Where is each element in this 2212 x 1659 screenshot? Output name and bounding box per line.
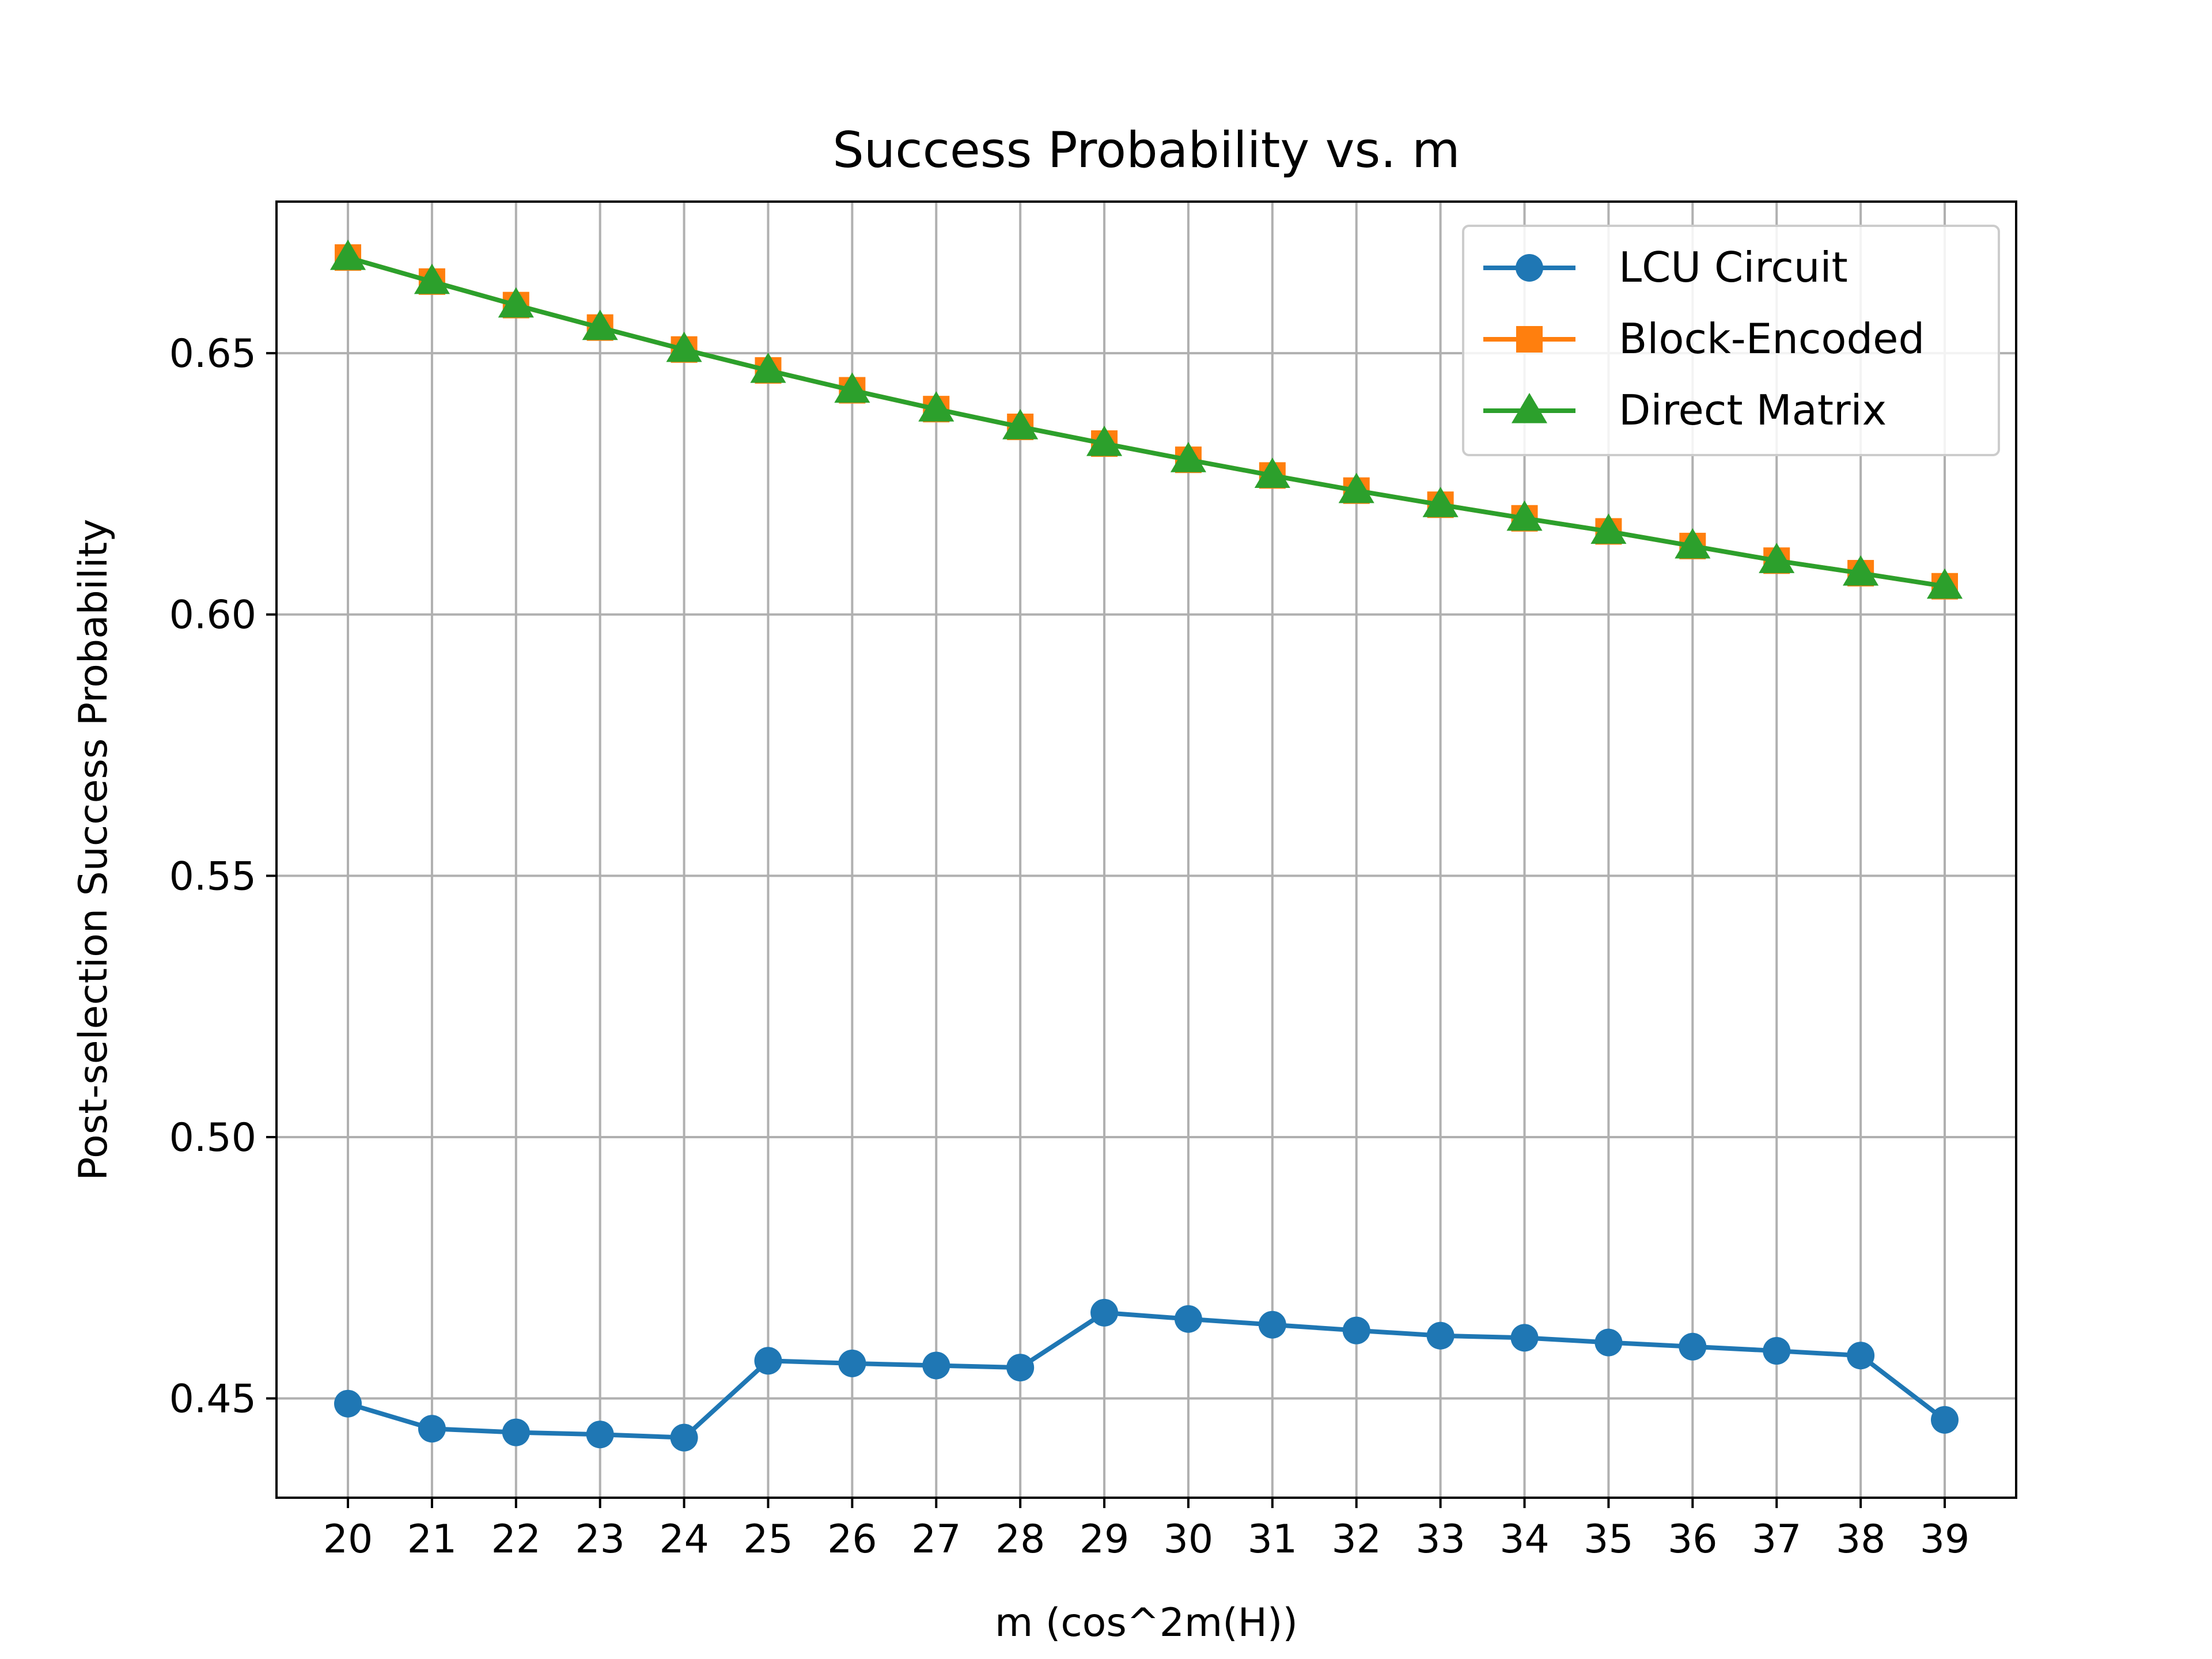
legend-label: Block-Encoded	[1619, 315, 1925, 363]
data-point	[922, 1351, 950, 1380]
data-point	[502, 1418, 530, 1446]
x-tick-label: 37	[1752, 1517, 1802, 1562]
legend: LCU Circuit Block-Encoded Direct Matrix	[1462, 225, 2000, 456]
data-point	[1679, 1332, 1707, 1361]
x-tick-label: 29	[1080, 1517, 1130, 1562]
series-layer	[329, 240, 1963, 1452]
data-point	[329, 240, 366, 270]
data-point	[1170, 442, 1206, 472]
data-point	[754, 1347, 782, 1375]
data-point	[838, 1349, 866, 1377]
data-point	[1090, 1298, 1119, 1327]
x-tick-label: 20	[323, 1517, 373, 1562]
x-tick-label: 24	[659, 1517, 709, 1562]
data-point	[334, 1389, 362, 1418]
plot-frame	[275, 200, 2017, 1499]
x-tick-label: 39	[1920, 1517, 1970, 1562]
y-tick-label: 0.55	[169, 854, 256, 899]
data-point	[1675, 528, 1711, 559]
data-point	[582, 309, 618, 340]
legend-item: Block-Encoded	[1483, 315, 1925, 363]
x-tick-label: 38	[1836, 1517, 1886, 1562]
legend-item: Direct Matrix	[1483, 386, 1887, 434]
y-tick-label: 0.65	[169, 331, 256, 377]
data-point	[1590, 513, 1627, 544]
legend-box	[1462, 225, 2000, 456]
data-point	[418, 1415, 446, 1443]
x-tick-label: 27	[911, 1517, 961, 1562]
data-point	[1002, 408, 1039, 440]
chart-title: Success Probability vs. m	[832, 122, 1460, 179]
y-tick-label: 0.50	[169, 1115, 256, 1161]
data-point	[586, 1421, 614, 1449]
data-point	[670, 1423, 698, 1452]
data-point	[1847, 1342, 1875, 1370]
y-tick-label: 0.45	[169, 1377, 256, 1422]
data-point	[666, 331, 702, 362]
legend-marker	[1516, 326, 1543, 353]
x-axis-label: m (cos^2m(H))	[995, 1600, 1298, 1646]
tick-layer: 20 21 22 23 24 25 26 27 28 29 30 31 32 33 34 35 36 37 38 39…	[169, 331, 1970, 1562]
series-line	[347, 1310, 1946, 1440]
x-tick-label: 23	[575, 1517, 625, 1562]
x-tick-label: 32	[1331, 1517, 1381, 1562]
x-tick-label: 30	[1164, 1517, 1214, 1562]
y-axis-label: Post-selection Success Probability	[71, 519, 116, 1181]
data-point	[1843, 555, 1879, 586]
data-point	[1759, 543, 1795, 573]
legend-label: LCU Circuit	[1619, 243, 1848, 291]
y-tick-label: 0.60	[169, 593, 256, 638]
data-point	[1258, 1310, 1286, 1339]
data-point	[1763, 1337, 1791, 1365]
data-point	[1426, 1321, 1455, 1350]
data-point	[1174, 1305, 1202, 1333]
data-point	[414, 263, 450, 294]
data-point	[1006, 1354, 1035, 1382]
x-tick-label: 21	[407, 1517, 457, 1562]
legend-item: LCU Circuit	[1483, 243, 1848, 291]
x-tick-label: 35	[1584, 1517, 1634, 1562]
data-point	[834, 372, 870, 403]
series-2	[329, 240, 1963, 599]
data-point	[1930, 1406, 1959, 1434]
x-tick-label: 25	[743, 1517, 793, 1562]
data-point	[1510, 1324, 1539, 1352]
x-tick-label: 26	[827, 1517, 877, 1562]
x-tick-label: 31	[1248, 1517, 1298, 1562]
data-point	[750, 352, 786, 383]
data-point	[1086, 426, 1123, 456]
x-tick-label: 33	[1415, 1517, 1465, 1562]
x-tick-label: 34	[1499, 1517, 1550, 1562]
data-point	[918, 391, 955, 422]
legend-marker	[1511, 392, 1548, 423]
x-tick-label: 36	[1668, 1517, 1718, 1562]
data-point	[1342, 1316, 1370, 1344]
data-point	[1506, 500, 1543, 531]
data-point	[1422, 487, 1459, 517]
data-point	[498, 287, 534, 318]
legend-marker	[1516, 254, 1543, 282]
x-tick-label: 22	[491, 1517, 541, 1562]
data-point	[1926, 568, 1963, 599]
data-point	[1338, 472, 1374, 503]
x-tick-label: 28	[995, 1517, 1046, 1562]
series-line	[347, 255, 1945, 589]
data-point	[1594, 1328, 1623, 1357]
data-point	[1254, 457, 1290, 488]
legend-label: Direct Matrix	[1619, 386, 1887, 434]
series-0	[334, 1298, 1959, 1452]
